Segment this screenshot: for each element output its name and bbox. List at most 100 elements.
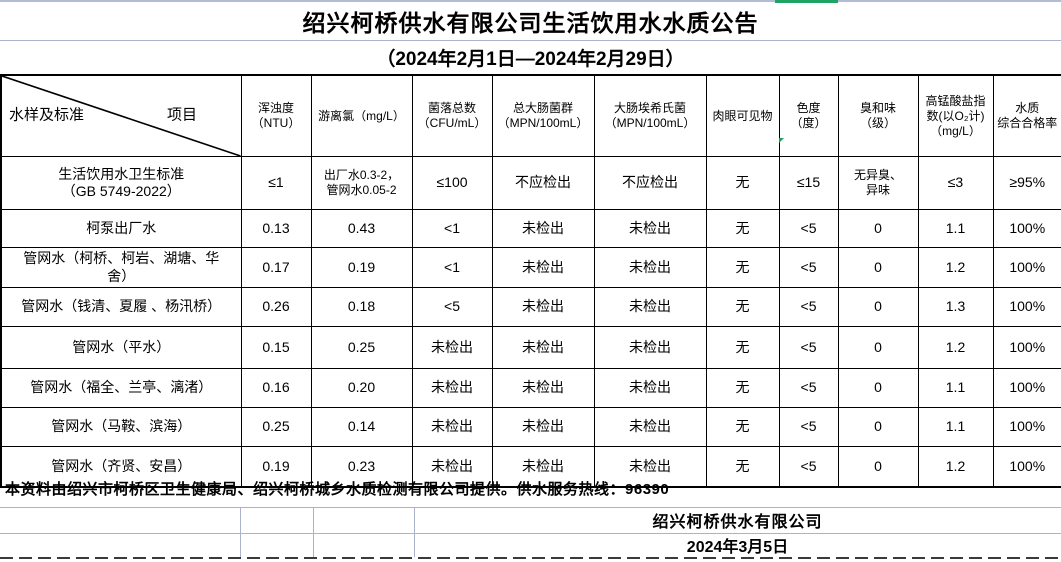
cell-value: <5 [778,326,839,369]
cell-value: 0.19 [310,247,413,288]
table-row-pipeline-pingshui: 管网水（平水） 0.15 0.25 未检出 未检出 未检出 无 <5 0 1.2… [0,326,1061,369]
row-name: 管网水（马鞍、滨海） [0,407,242,447]
table-row-ke-pump-outlet: 柯泵出厂水 0.13 0.43 <1 未检出 未检出 无 <5 0 1.1 10… [0,209,1061,248]
cell-value: 未检出 [491,326,595,369]
source-notice: 本资料由绍兴市柯桥区卫生健康局、绍兴柯桥城乡水质检测有限公司提供。供水服务热线：… [5,480,670,498]
cell-value: 0 [837,407,919,447]
cell-value: 未检出 [593,368,707,408]
row-name: 管网水（钱清、夏履 、杨汛桥） [0,287,242,327]
cell-value: ≤3 [917,156,994,210]
cell-value: 0.19 [240,446,312,487]
cell-value: 无异臭、 异味 [837,156,919,210]
corner-sample-label: 水样及标准 [9,106,85,124]
col-header-total-coliforms: 总大肠菌群 （MPN/100mL） [491,74,595,157]
cell-value: 0 [837,247,919,288]
cell-value: 无 [705,326,780,369]
cell-value: 不应检出 [593,156,707,210]
cell-value: <5 [778,209,839,248]
col-header-permanganate-index: 高锰酸盐指 数(以O₂计) （mg/L） [917,74,994,157]
cell-value: 无 [705,368,780,408]
cell-value: 未检出 [411,407,493,447]
col-header-free-chlorine: 游离氯（mg/L） [310,74,413,157]
footer-gridline [240,507,241,557]
footer-gridline [313,507,314,557]
cell-value: ≥95% [992,156,1061,210]
col-header-pass-rate: 水质 综合合格率 [992,74,1061,157]
table-row-pipeline-keqiao: 管网水（柯桥、柯岩、湖塘、华 舍） 0.17 0.19 <1 未检出 未检出 无… [0,247,1061,288]
col-header-visible-matter: 肉眼可见物 [705,74,780,157]
col-header-odor-taste: 臭和味 （级） [837,74,919,157]
cell-value: 0 [837,326,919,369]
cell-value: 0.23 [310,446,413,487]
page-break-dashed-line [0,557,1061,559]
cell-value: 未检出 [411,326,493,369]
cell-value: 未检出 [491,407,595,447]
cell-value: 未检出 [593,446,707,487]
cell-value: 未检出 [593,287,707,327]
cell-value: 无 [705,209,780,248]
row-name: 管网水（福全、兰亭、漓渚） [0,368,242,408]
cell-value: ≤1 [240,156,312,210]
cell-value: 未检出 [491,446,595,487]
cell-value: 未检出 [411,446,493,487]
top-edge-gridline [0,0,1061,2]
cell-value: <5 [778,247,839,288]
col-header-e-coli: 大肠埃希氏菌 （MPN/100mL） [593,74,707,157]
table-row-pipeline-qianqing: 管网水（钱清、夏履 、杨汛桥） 0.26 0.18 <5 未检出 未检出 无 <… [0,287,1061,327]
col-header-color: 色度 （度） [778,74,839,157]
green-error-triangle [779,138,784,143]
date-range-subtitle: （2024年2月1日—2024年2月29日） [376,49,685,70]
cell-value: 0.43 [310,209,413,248]
cell-value: 0 [837,368,919,408]
cell-value: <5 [778,287,839,327]
col-header-colony-count: 菌落总数 （CFU/mL） [411,74,493,157]
cell-value: <5 [778,446,839,487]
publish-date: 2024年3月5日 [686,539,789,556]
cell-value: 100% [992,326,1061,369]
table-row-pipeline-maan: 管网水（马鞍、滨海） 0.25 0.14 未检出 未检出 未检出 无 <5 0 … [0,407,1061,447]
table-row-standard: 生活饮用水卫生标准 （GB 5749-2022） ≤1 出厂水0.3-2， 管网… [0,156,1061,210]
cell-value: 1.1 [917,368,994,408]
diagonal-line [2,76,240,156]
cell-value: 无 [705,407,780,447]
cell-value: 1.1 [917,209,994,248]
cell-value: 未检出 [593,247,707,288]
cell-value: 未检出 [593,407,707,447]
cell-value: 0.25 [240,407,312,447]
cell-value: 未检出 [411,368,493,408]
water-quality-table: 水样及标准 项目 浑浊度 （NTU） 游离氯（mg/L） 菌落总数 （CFU/m… [0,74,1061,488]
cell-value: 未检出 [593,209,707,248]
cell-value: 0.17 [240,247,312,288]
company-signature: 绍兴柯桥供水有限公司 [652,514,823,531]
row-name: 管网水（齐贤、安昌） [0,446,242,487]
cell-value: <5 [778,407,839,447]
cell-value: 0 [837,287,919,327]
cell-value: 100% [992,368,1061,408]
cell-value: <5 [778,368,839,408]
cell-value: 100% [992,247,1061,288]
cell-value: 100% [992,209,1061,248]
cell-value: 0.20 [310,368,413,408]
col-header-turbidity: 浑浊度 （NTU） [240,74,312,157]
cell-value: 未检出 [491,209,595,248]
cell-value: 1.3 [917,287,994,327]
top-edge-green-artifact [775,0,838,3]
corner-item-label: 项目 [167,106,198,124]
page-title: 绍兴柯桥供水有限公司生活饮用水水质公告 [302,10,759,36]
table-row-pipeline-fuquan: 管网水（福全、兰亭、漓渚） 0.16 0.20 未检出 未检出 未检出 无 <5… [0,368,1061,408]
cell-value: 0.13 [240,209,312,248]
cell-value: 1.2 [917,326,994,369]
cell-value: 0.16 [240,368,312,408]
cell-value: 0.25 [310,326,413,369]
row-name: 柯泵出厂水 [0,209,242,248]
cell-value: 未检出 [491,368,595,408]
cell-value: <5 [411,287,493,327]
cell-value: 100% [992,407,1061,447]
cell-value: 无 [705,247,780,288]
row-name: 生活饮用水卫生标准 （GB 5749-2022） [0,156,242,210]
corner-header-cell: 水样及标准 项目 [0,74,242,157]
cell-value: 不应检出 [491,156,595,210]
cell-value: 100% [992,287,1061,327]
cell-value: 无 [705,287,780,327]
